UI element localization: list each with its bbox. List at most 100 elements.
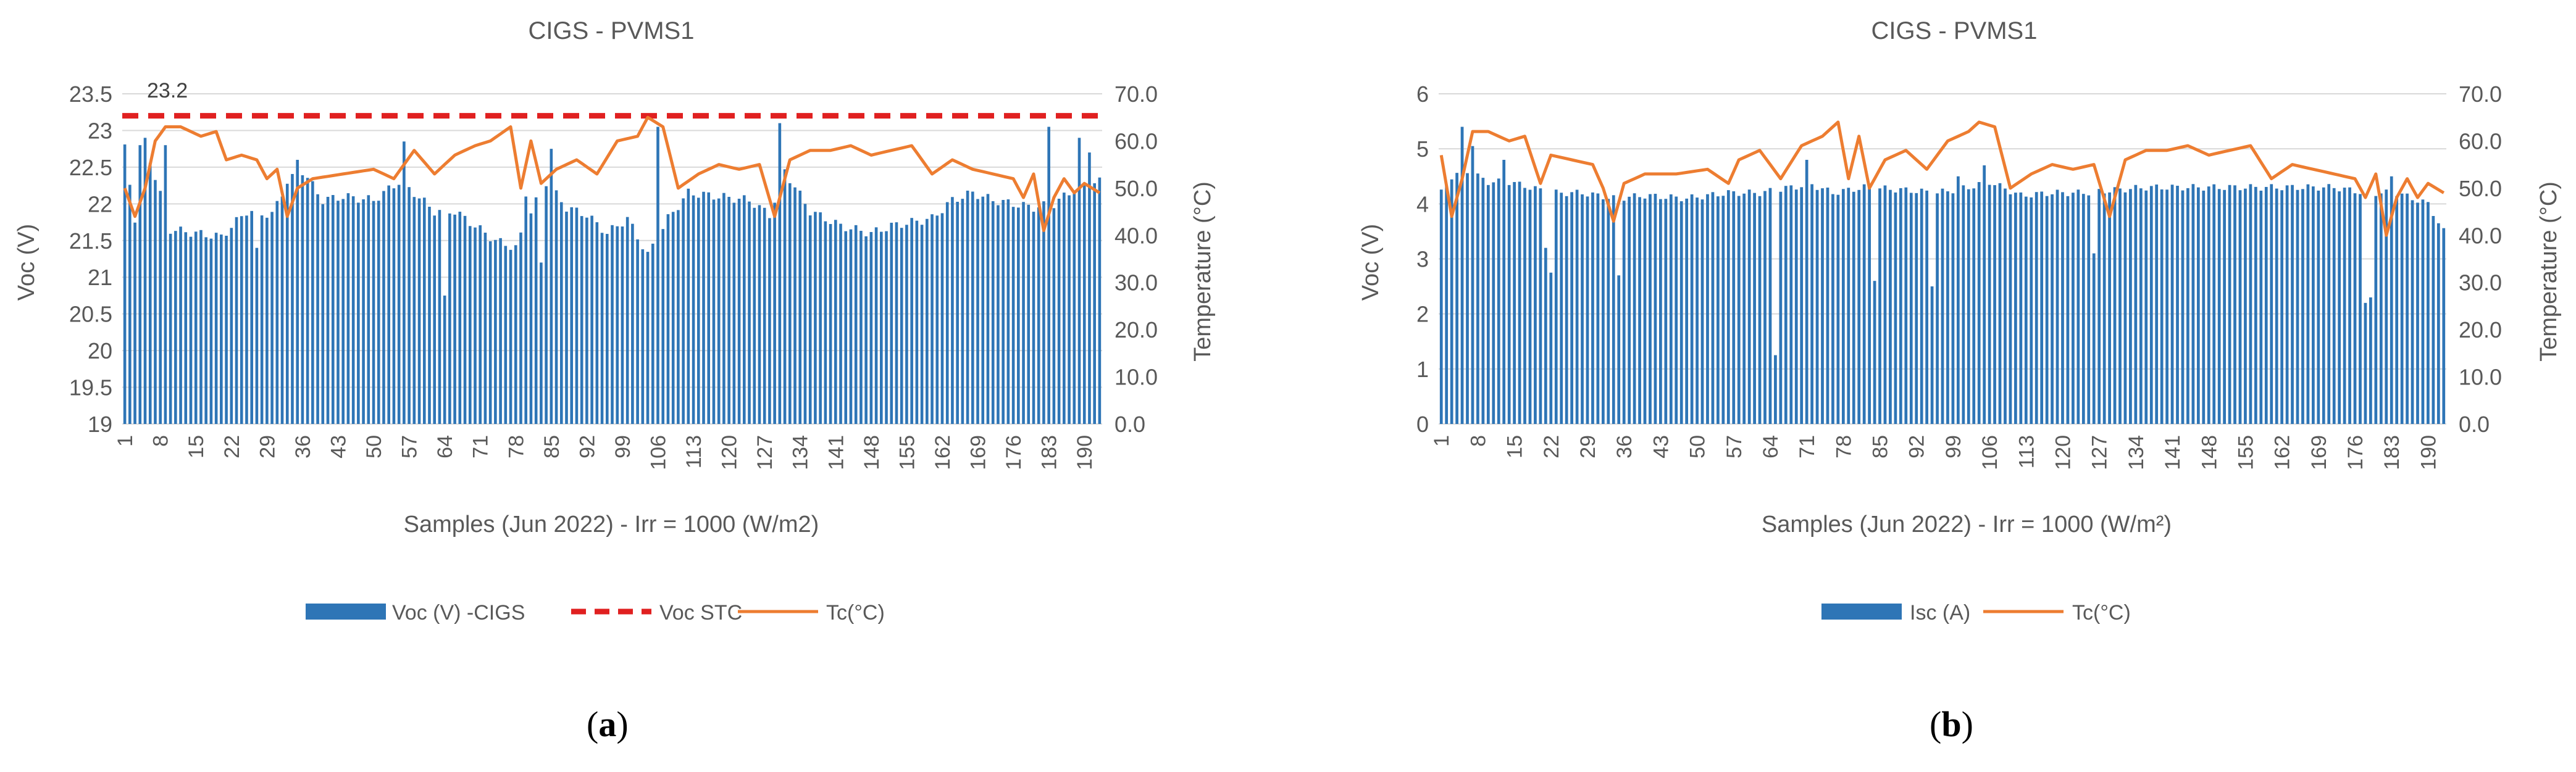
- bar: [1439, 189, 1443, 424]
- y-axis-label: Voc (V): [14, 224, 40, 301]
- bar: [2217, 189, 2221, 424]
- bar: [554, 190, 558, 424]
- bar: [1017, 207, 1020, 424]
- bar: [524, 196, 528, 424]
- bar: [1826, 187, 1830, 424]
- label-paren: ): [616, 704, 629, 744]
- bar: [2228, 185, 2231, 424]
- bar: [1518, 181, 1521, 424]
- bar: [2338, 191, 2341, 424]
- bar: [961, 199, 964, 424]
- bar: [1810, 184, 1813, 424]
- bar: [1607, 199, 1610, 424]
- bar: [1471, 146, 1474, 425]
- bar: [2092, 253, 2096, 424]
- label-paren: ): [1961, 704, 1973, 744]
- x-axis-label: Samples (Jun 2022) - Irr = 1000 (W/m²): [1762, 512, 2172, 537]
- bar: [565, 211, 568, 424]
- bar: [2348, 187, 2351, 424]
- x-tick-label: 64: [1759, 435, 1783, 459]
- bar: [1763, 191, 1767, 424]
- bar: [2030, 197, 2033, 424]
- y2-tick-label: 10.0: [2459, 365, 2502, 390]
- bar: [2285, 185, 2289, 424]
- x-tick-label: 57: [398, 435, 422, 459]
- bar: [1460, 127, 1464, 424]
- x-tick-label: 176: [2344, 435, 2367, 470]
- bar: [2170, 185, 2174, 424]
- bar: [2374, 196, 2378, 424]
- bar: [529, 213, 533, 424]
- bar: [1082, 183, 1086, 424]
- bar: [357, 202, 360, 424]
- bar: [611, 225, 614, 424]
- bar: [1894, 192, 1897, 424]
- bar: [306, 178, 309, 424]
- bar: [625, 217, 629, 424]
- x-tick-label: 155: [895, 435, 919, 470]
- y-tick-label: 4: [1416, 191, 1429, 217]
- bar: [839, 223, 842, 424]
- bar: [819, 212, 822, 424]
- bar: [1977, 182, 1981, 424]
- bar: [1659, 199, 1662, 424]
- bar: [189, 236, 193, 424]
- bar: [1549, 272, 1553, 424]
- temperature-line: [1439, 120, 2445, 237]
- bar: [2160, 189, 2164, 424]
- bar: [2238, 190, 2242, 424]
- bar: [331, 195, 335, 424]
- x-tick-label: 120: [2051, 435, 2075, 470]
- bar: [143, 138, 147, 425]
- bar: [123, 144, 127, 425]
- bar: [2009, 194, 2012, 424]
- y2-tick-label: 30.0: [1114, 270, 1158, 296]
- bar: [930, 214, 934, 424]
- bar: [869, 231, 873, 424]
- bar: [2291, 185, 2294, 424]
- bar: [575, 207, 579, 424]
- bar: [2322, 187, 2325, 424]
- bar: [895, 222, 898, 424]
- bar: [428, 206, 431, 424]
- bar: [981, 196, 985, 424]
- bar: [2165, 189, 2168, 424]
- x-tick-label: 57: [1723, 435, 1746, 459]
- y-tick-label: 23: [88, 118, 112, 143]
- x-tick-label: 99: [611, 435, 635, 459]
- x-tick-label: 22: [1540, 435, 1563, 459]
- bar: [499, 238, 502, 424]
- bar: [1544, 247, 1547, 424]
- bar: [687, 188, 690, 424]
- bar: [702, 191, 705, 424]
- bar: [372, 201, 375, 424]
- bar: [935, 215, 939, 424]
- bar: [1742, 193, 1746, 424]
- bar: [834, 220, 837, 424]
- y2-tick-label: 0.0: [2459, 412, 2490, 437]
- bar: [220, 235, 223, 424]
- bar: [2202, 190, 2206, 424]
- bar: [1737, 196, 1741, 424]
- bar: [255, 247, 259, 424]
- bar: [2186, 188, 2189, 424]
- bar: [945, 202, 949, 424]
- bar: [1022, 202, 1025, 424]
- bar: [1513, 181, 1516, 424]
- x-tick-label: 1: [1430, 435, 1453, 447]
- bar: [2134, 185, 2138, 424]
- label-paren: (: [587, 704, 599, 744]
- bar: [1789, 185, 1793, 424]
- bar: [1794, 189, 1798, 424]
- bar: [1904, 187, 1908, 424]
- bar: [2191, 184, 2195, 424]
- bar: [240, 216, 243, 424]
- panel-label-a: (a): [587, 704, 629, 745]
- bar: [1507, 185, 1511, 424]
- bar: [849, 229, 853, 424]
- bar: [1784, 186, 1788, 424]
- bar: [1093, 183, 1096, 424]
- x-tick-label: 1: [114, 435, 137, 447]
- bar: [677, 210, 680, 424]
- bar: [661, 229, 665, 424]
